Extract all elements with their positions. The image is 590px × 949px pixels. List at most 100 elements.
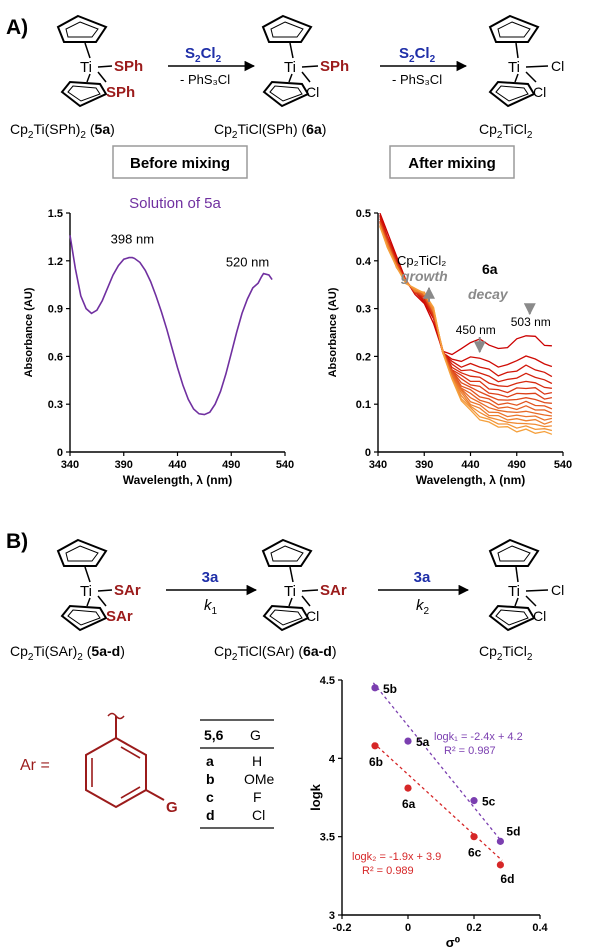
compound-label-cp2ticl2: Cp2TiCl2 [479, 121, 533, 141]
cl-atom: Cl [533, 84, 546, 100]
y-tick-label: 4 [329, 753, 336, 765]
cp-ring-icon [262, 80, 310, 108]
ti-atom: Ti [80, 583, 92, 600]
y-tick-label: 3 [329, 910, 335, 922]
cp-ring-icon [488, 80, 536, 108]
peak-label: 520 nm [226, 255, 269, 270]
x-tick-label: 0.4 [532, 922, 548, 934]
y-tick-label: 1.2 [48, 256, 63, 268]
reaction-arrow-1: S2Cl2 - PhS₃Cl [168, 45, 256, 87]
table-cell: d [206, 807, 215, 823]
x-tick-label: 490 [508, 459, 526, 471]
cp-ring-icon [60, 604, 108, 632]
fit-line [372, 742, 503, 861]
fit-r2: R² = 0.989 [362, 865, 414, 877]
compound-label-cp2ticl2: Cp2TiCl2 [479, 643, 533, 663]
y-tick-label: 0.4 [356, 256, 372, 268]
cl-atom: Cl [551, 58, 564, 74]
data-point [496, 837, 504, 845]
y-tick-label: 0.1 [356, 399, 371, 411]
peak-label: 503 nm [511, 315, 551, 329]
y-axis-label: Absorbance (AU) [327, 287, 339, 377]
cp-ring-icon [261, 14, 313, 43]
annotation-6a: 6a [482, 261, 498, 277]
fit-equation: logk₂ = -1.9x + 3.9 [352, 851, 441, 863]
byproduct-label: - PhS₃Cl [392, 72, 442, 87]
x-tick-label: 0 [405, 922, 411, 934]
data-point [470, 833, 478, 841]
uv-vis-chart-before: Solution of 5a 340 390 440 490 540 0 0.3 0.6 0.9… [23, 195, 294, 487]
fit-r2: R² = 0.987 [444, 745, 496, 757]
cp-ring-icon [262, 604, 310, 632]
compound-label-5a: Cp2Ti(SPh)2 (5a) [10, 121, 115, 141]
cp-ring-icon [261, 538, 313, 567]
reagent-3a: 3a [414, 569, 431, 586]
y-tick-label: 0.2 [356, 351, 371, 363]
hammett-plot: -0.2 0 0.2 0.4 3 3.5 4 4.5 σ⁰ logk 5b 5a 5c 5d 6b 6a 6c 6… [308, 675, 549, 949]
table-cell: c [206, 789, 214, 805]
g-substituent: G [166, 799, 178, 816]
y-tick-label: 0.3 [356, 304, 371, 316]
x-tick-label: 390 [415, 459, 433, 471]
cl-atom: Cl [306, 84, 319, 100]
sph-group: SPh [114, 58, 143, 75]
data-point [371, 684, 379, 692]
table-cell: H [252, 753, 262, 769]
y-axis-label: Absorbance (AU) [23, 287, 35, 377]
spectrum-line [379, 214, 553, 368]
spectrum-line [379, 220, 552, 389]
spectrum-line [379, 221, 553, 395]
spectrum-line [379, 216, 553, 378]
before-mixing-box [112, 145, 248, 179]
chart-title: Solution of 5a [129, 195, 221, 212]
data-point [404, 737, 412, 745]
point-label: 5a [416, 735, 430, 749]
peak-label: 450 nm [456, 323, 496, 337]
substituent-table: 5,6 G a H b OMe c F d Cl [200, 719, 275, 829]
after-mixing-label: After mixing [408, 155, 496, 172]
cl-atom: Cl [306, 608, 319, 624]
table-header: G [250, 727, 261, 743]
molecule-cp2ticl2: Ti Cl Cl [488, 14, 564, 108]
after-mixing-box [389, 145, 515, 179]
ti-atom: Ti [508, 59, 520, 76]
point-label: 6a [402, 797, 416, 811]
ti-atom: Ti [80, 59, 92, 76]
data-point [371, 742, 379, 750]
fit-line [372, 682, 503, 843]
byproduct-label: - PhS₃Cl [180, 72, 230, 87]
sar-group: SAr [106, 608, 133, 625]
cl-atom: Cl [533, 608, 546, 624]
spectrum-line [379, 221, 552, 404]
uv-vis-chart-after: 340 390 440 490 540 0 0.1 0.2 0.3 0.4 0.5 Wavelengt… [327, 208, 572, 487]
ti-atom: Ti [508, 583, 520, 600]
molecule-6: Ti SAr Cl [261, 538, 347, 632]
molecule-cp2ticl2: Ti Cl Cl [488, 538, 564, 632]
table-cell: OMe [244, 771, 275, 787]
molecule-5: Ti SAr SAr [56, 538, 141, 632]
data-point [496, 861, 504, 869]
panel-b-letter: B) [6, 530, 28, 553]
cp-ring-icon [56, 538, 108, 567]
y-tick-label: 0.3 [48, 399, 63, 411]
before-mixing-label: Before mixing [130, 155, 230, 172]
x-tick-label: 440 [461, 459, 479, 471]
cl-atom: Cl [551, 582, 564, 598]
data-point [404, 784, 412, 792]
y-axis-label: logk [308, 783, 323, 810]
reagent-3a: 3a [202, 569, 219, 586]
table-cell: F [253, 789, 262, 805]
data-point [470, 797, 478, 805]
annotation-cp2ticl2: Cp₂TiCl₂ [397, 253, 446, 268]
x-tick-label: 490 [222, 459, 240, 471]
x-tick-label: 0.2 [466, 922, 481, 934]
x-axis-label: Wavelength, λ (nm) [416, 473, 526, 487]
spectrum-line [379, 226, 553, 425]
aryl-structure: Ar = G [20, 712, 178, 816]
point-label: 6c [468, 846, 482, 860]
point-label: 5d [506, 824, 520, 838]
y-tick-label: 4.5 [320, 675, 335, 687]
y-tick-label: 0 [57, 447, 63, 459]
rate-constant-k2: k2 [416, 597, 430, 617]
